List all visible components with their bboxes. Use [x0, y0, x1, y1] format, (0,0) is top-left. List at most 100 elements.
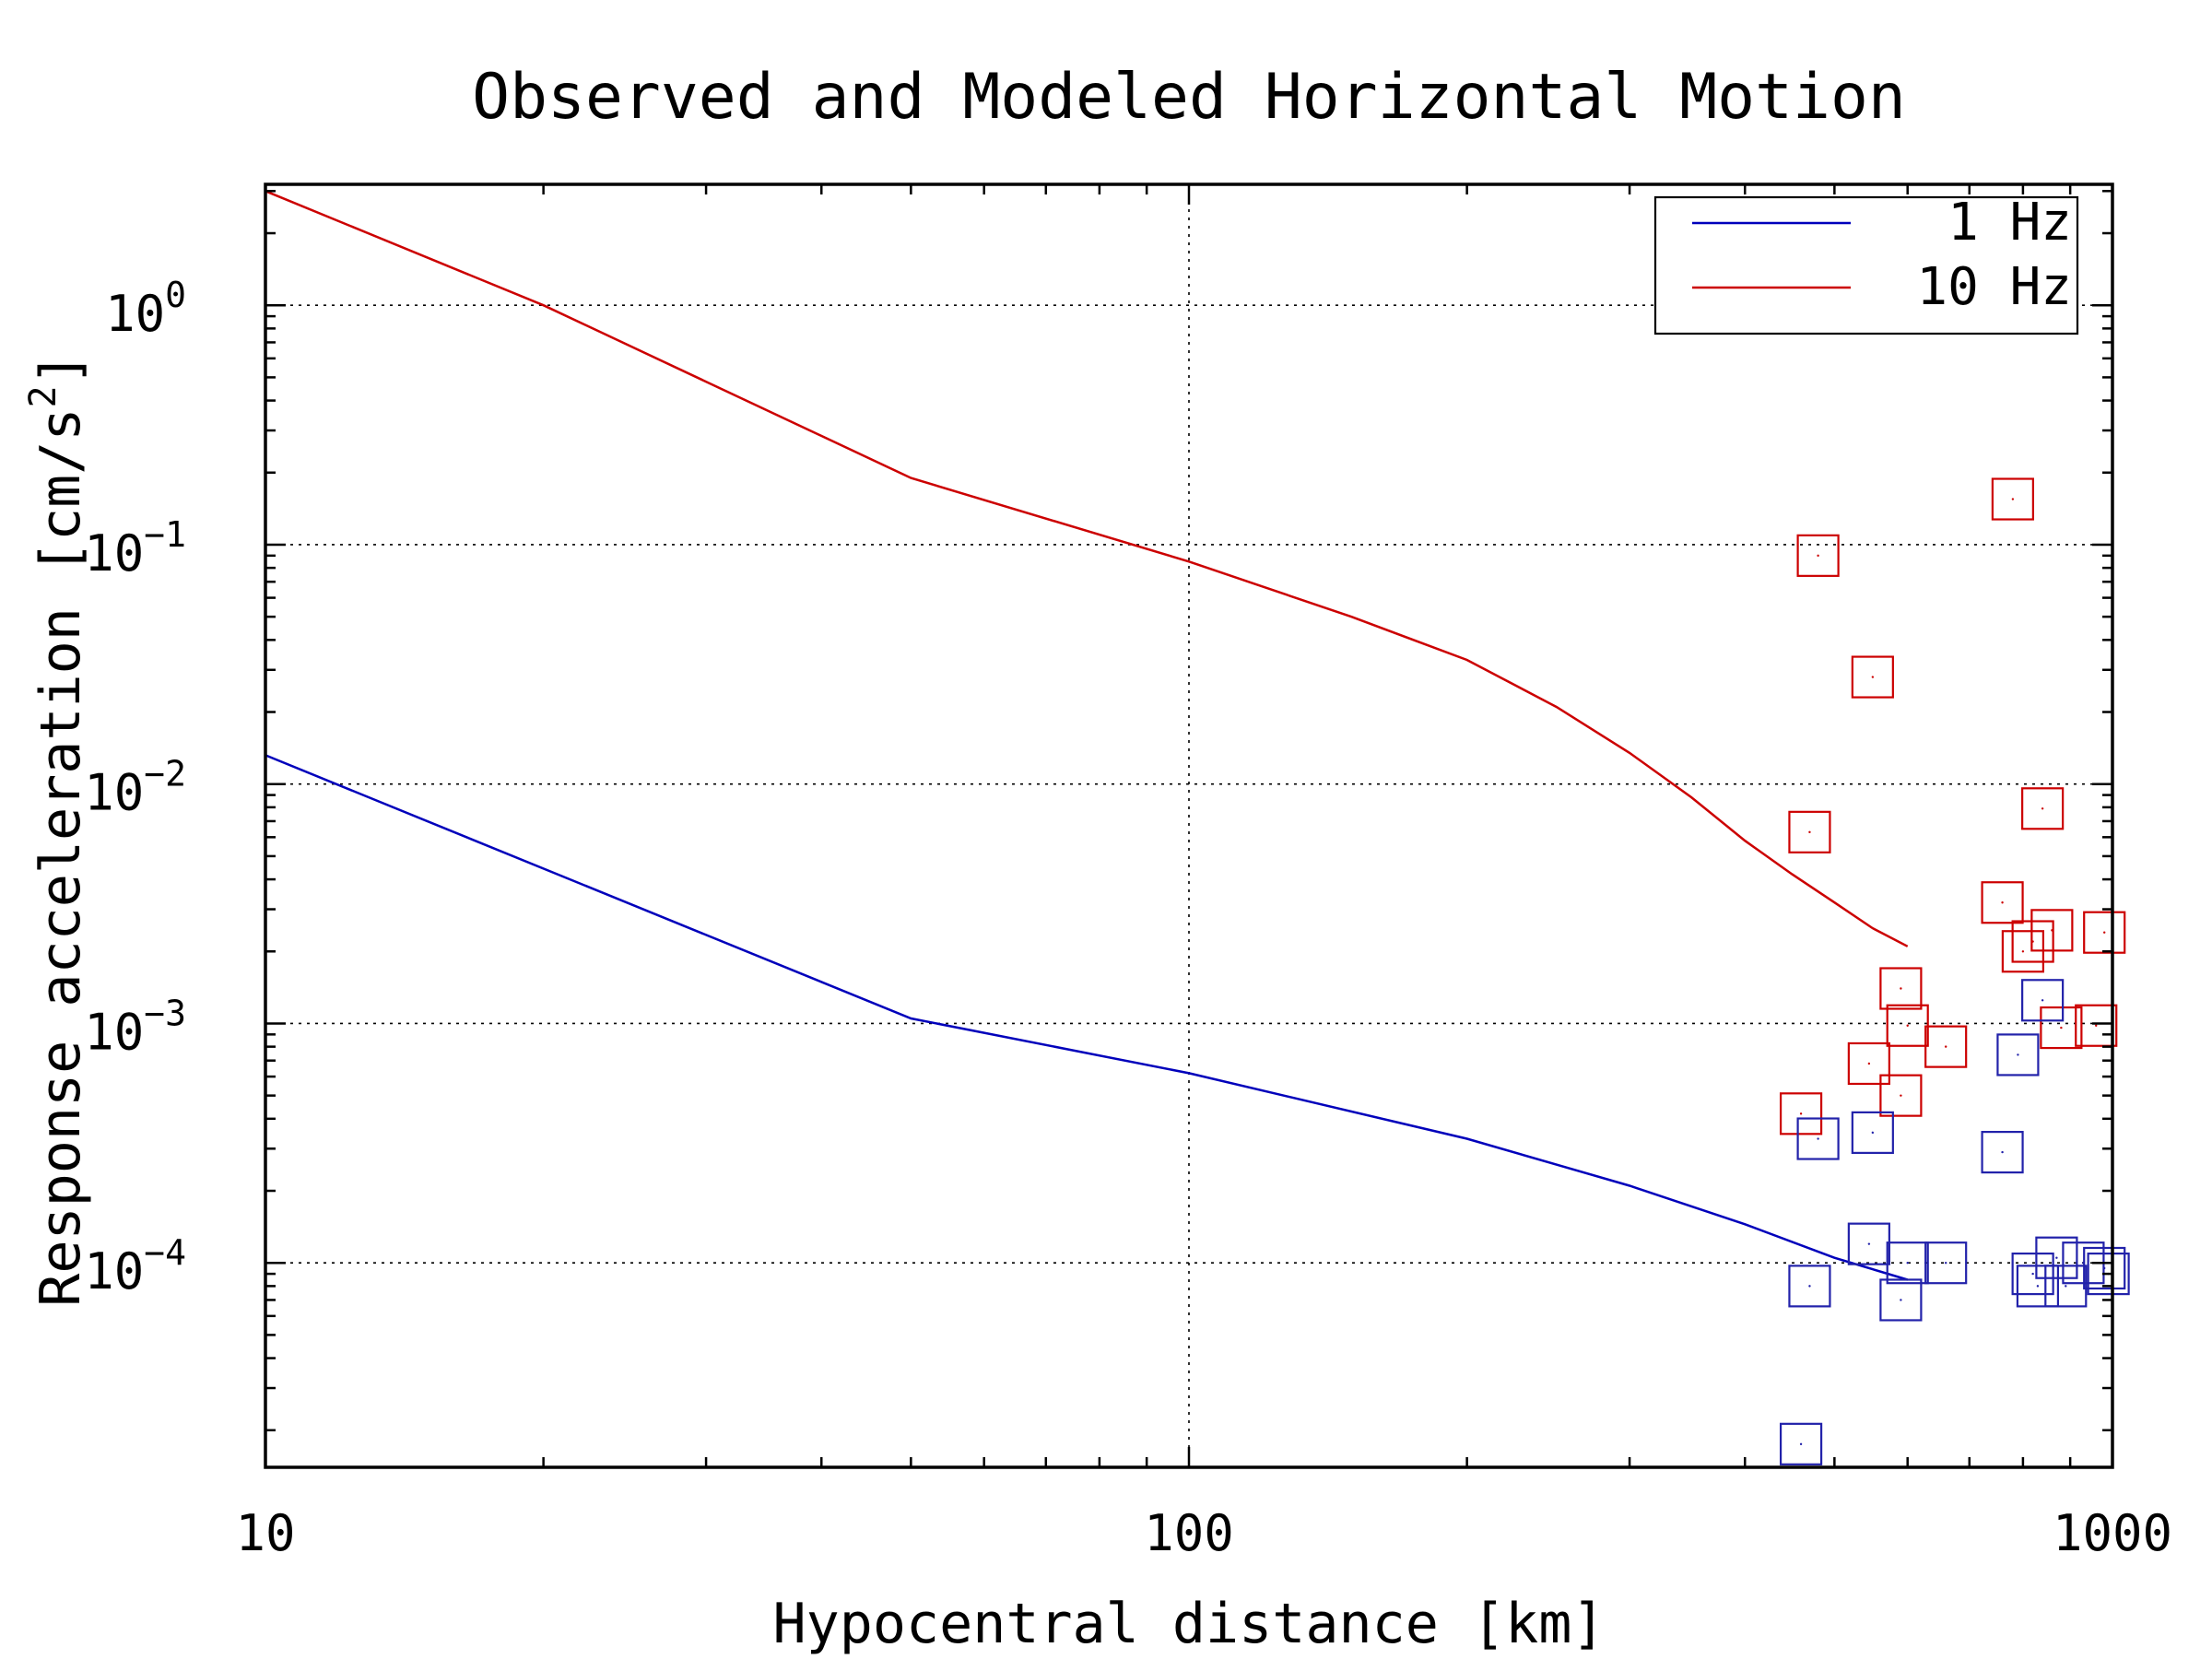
- scatter-series-2: [1779, 477, 2126, 1135]
- y-tick-base: 10: [84, 764, 144, 822]
- data-point-square: [2087, 1252, 2130, 1296]
- legend-label: 10 Hz: [1916, 257, 2072, 317]
- y-tick-label: 10−1: [84, 514, 186, 582]
- data-point-square: [1924, 1025, 1968, 1068]
- data-point-dot: [2036, 1285, 2040, 1288]
- y-tick-exponent: −3: [144, 993, 186, 1033]
- series-line-0: [265, 754, 1909, 1281]
- chart-title: Observed and Modeled Horizontal Motion: [472, 61, 1906, 134]
- x-tick-label: 1000: [2053, 1504, 2172, 1562]
- x-tick-label: 100: [1144, 1504, 1234, 1562]
- legend-label: 1 Hz: [1947, 193, 2072, 253]
- data-point-dot: [2051, 929, 2053, 932]
- y-tick-base: 10: [84, 1242, 144, 1300]
- data-point-dot: [2103, 931, 2106, 934]
- data-point-dot: [2055, 1256, 2058, 1259]
- data-point-square: [1788, 810, 1831, 853]
- data-point-square: [1847, 1222, 1890, 1265]
- x-axis-label: Hypocentral distance [km]: [772, 1592, 1605, 1656]
- data-point-square: [1996, 1033, 2040, 1077]
- data-point-square: [2044, 1265, 2088, 1308]
- data-point-dot: [1906, 1024, 1909, 1027]
- data-point-square: [2011, 920, 2054, 963]
- y-axis-label-suffix: ]: [29, 352, 93, 385]
- y-axis-label-main: Response acceleration [cm/s: [29, 407, 93, 1306]
- data-point-square: [1981, 1131, 2024, 1174]
- data-point-square: [2016, 1265, 2060, 1308]
- y-axis-label-superscript: 2: [22, 385, 65, 407]
- data-point-square: [2021, 787, 2065, 830]
- data-point-dot: [1900, 987, 1902, 990]
- y-tick-label: 100: [105, 275, 186, 343]
- series-line-1: [265, 190, 1909, 947]
- data-point-dot: [2095, 1024, 2098, 1027]
- y-tick-label: 10−4: [84, 1232, 186, 1300]
- data-point-dot: [1799, 1112, 1803, 1115]
- data-point-square: [1788, 1265, 1831, 1308]
- axis-ticks: [264, 184, 2114, 1467]
- data-point-dot: [2011, 498, 2015, 500]
- y-tick-exponent: 0: [165, 275, 186, 315]
- data-point-dot: [1906, 1262, 1909, 1265]
- data-point-square: [1879, 1278, 1923, 1322]
- grid: [265, 184, 2112, 1467]
- data-point-square: [2083, 911, 2126, 954]
- data-point-dot: [2041, 999, 2044, 1002]
- scatter-series-3: [1779, 979, 2130, 1465]
- data-point-dot: [1871, 1131, 1875, 1135]
- y-tick-exponent: −4: [144, 1232, 186, 1273]
- data-point-dot: [2017, 1053, 2019, 1056]
- data-point-square: [1796, 534, 1840, 577]
- data-point-square: [2083, 1246, 2126, 1290]
- y-tick-label: 10−3: [84, 993, 186, 1061]
- data-point-dot: [1817, 1137, 1819, 1140]
- y-tick-exponent: −1: [144, 514, 186, 555]
- data-point-square: [1991, 477, 2034, 521]
- legend-box: [1653, 195, 2079, 335]
- data-point-square: [1924, 1241, 1968, 1285]
- data-point-square: [1879, 1074, 1923, 1117]
- y-axis-label: Response acceleration [cm/s2]: [22, 352, 93, 1307]
- data-point-dot: [1871, 676, 1875, 678]
- data-point-square: [2075, 1004, 2118, 1047]
- x-tick-label: 10: [235, 1504, 295, 1562]
- data-point-dot: [1900, 1299, 1902, 1301]
- data-point-dot: [1799, 1442, 1803, 1446]
- data-point-square: [1851, 655, 1894, 699]
- x-axis-tick-labels: 10 100 1000: [235, 1504, 2172, 1562]
- y-tick-base: 10: [105, 285, 165, 343]
- data-point-dot: [1808, 1285, 1811, 1288]
- y-tick-base: 10: [84, 1003, 144, 1061]
- y-tick-base: 10: [84, 524, 144, 582]
- data-point-square: [2040, 1006, 2083, 1050]
- data-point-square: [1779, 1092, 1823, 1135]
- data-point-dot: [1817, 554, 1819, 558]
- data-point-dot: [2041, 807, 2044, 810]
- data-point-square: [1981, 881, 2024, 924]
- data-point-square: [1796, 1117, 1840, 1160]
- data-point-dot: [2060, 1026, 2063, 1030]
- data-point-dot: [2103, 1266, 2106, 1270]
- data-point-dot: [2001, 901, 2004, 904]
- data-point-dot: [2031, 1272, 2034, 1276]
- data-point-square: [1851, 1111, 1894, 1154]
- plot-area: [265, 190, 2130, 1465]
- data-point-dot: [1808, 830, 1811, 834]
- data-point-square: [1886, 1241, 1929, 1285]
- data-point-square: [1879, 967, 1923, 1010]
- data-point-square: [1779, 1422, 1823, 1465]
- data-point-square: [2035, 1236, 2078, 1279]
- data-point-square: [2011, 1252, 2054, 1296]
- data-point-square: [2030, 909, 2074, 952]
- data-point-dot: [2021, 950, 2025, 953]
- data-point-square: [1847, 1041, 1890, 1086]
- data-point-dot: [1867, 1062, 1871, 1065]
- data-point-dot: [1867, 1242, 1871, 1245]
- data-point-square: [2021, 979, 2065, 1022]
- y-tick-exponent: −2: [144, 754, 186, 794]
- data-point-dot: [2001, 1150, 2004, 1154]
- data-point-dot: [2065, 1285, 2067, 1288]
- data-point-dot: [1900, 1094, 1902, 1097]
